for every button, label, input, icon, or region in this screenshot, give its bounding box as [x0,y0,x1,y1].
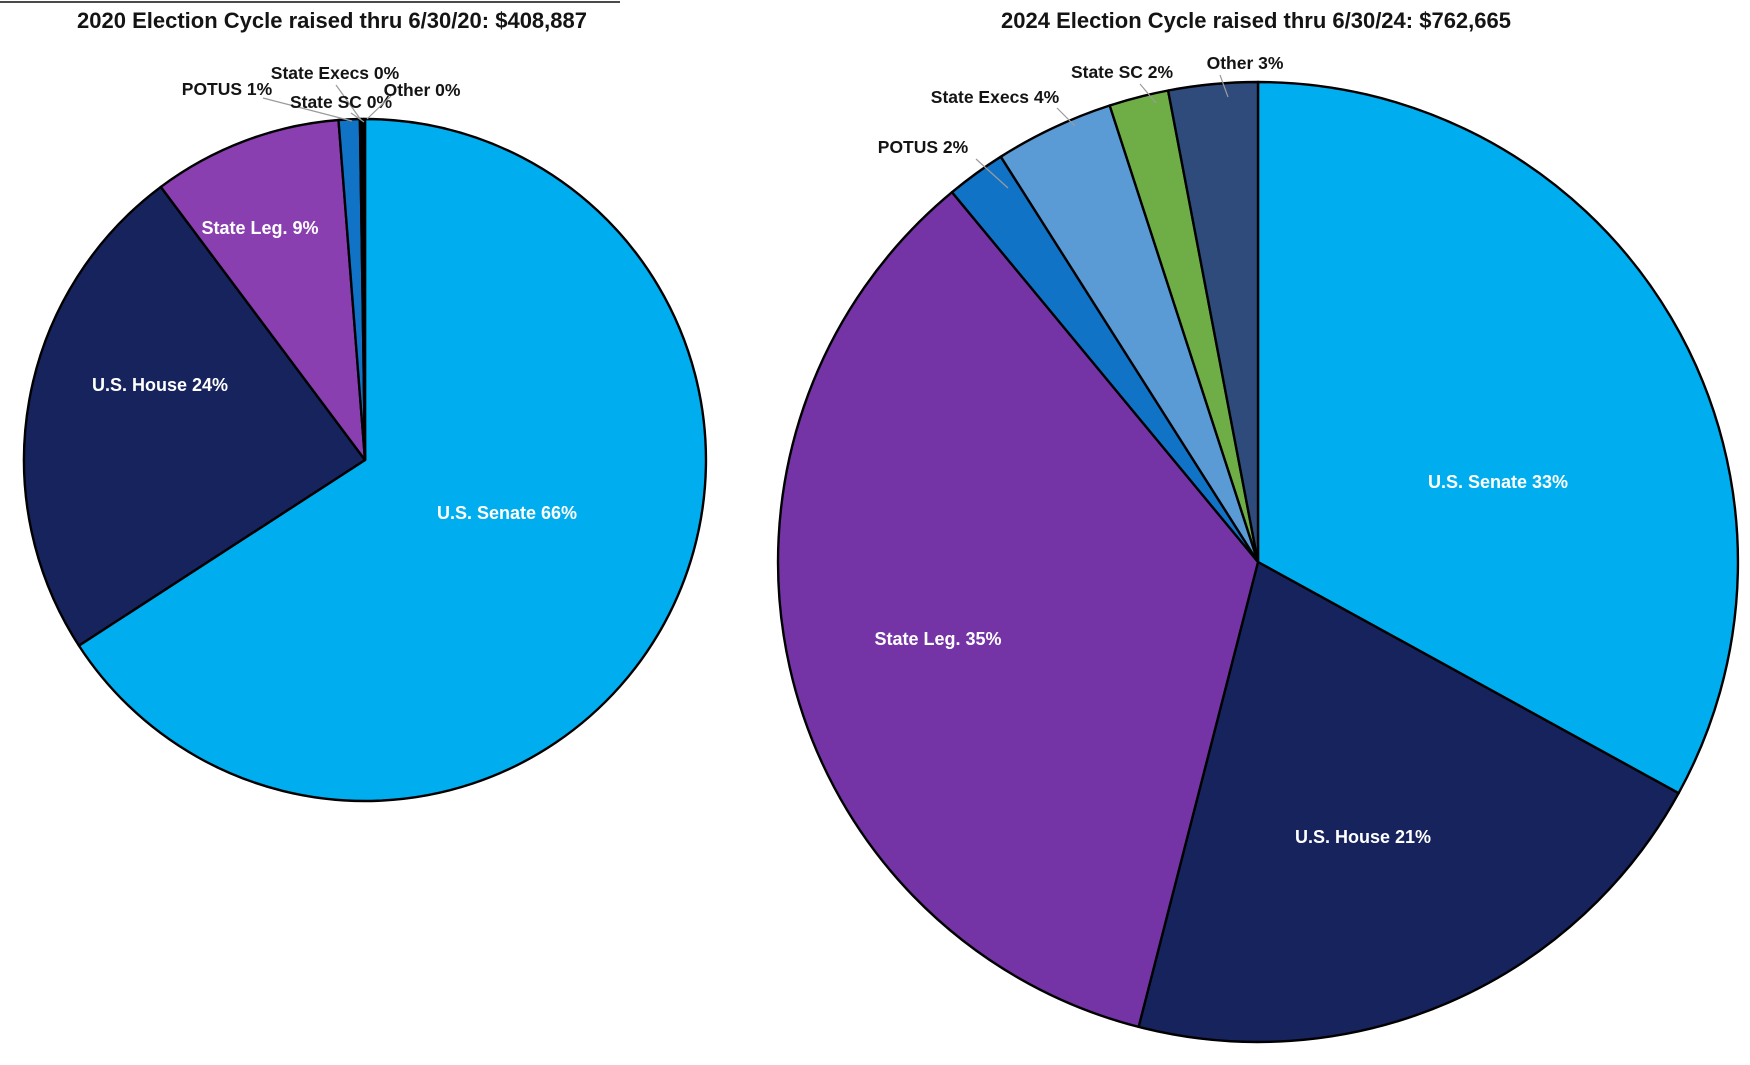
slice-label-us-senate: U.S. Senate 66% [437,503,577,523]
slice-label-state-leg: State Leg. 35% [874,629,1001,649]
slice-label-us-house: U.S. House 24% [92,375,228,395]
pie-2020: U.S. Senate 66% U.S. House 24% State Leg. … [22,63,708,803]
pie-slice-us-house [1137,560,1680,1044]
slice-label-other: Other 0% [384,80,461,100]
pie-slice-us-senate [77,117,708,803]
slice-label-state-sc: State SC 0% [290,92,393,112]
right-chart-title: 2024 Election Cycle raised thru 6/30/24:… [1001,8,1511,33]
pie-2024: U.S. Senate 33% U.S. House 21% State Leg. … [776,53,1740,1044]
pie-slice-us-senate [1256,80,1740,795]
leader-line-other [366,95,392,120]
slice-label-potus: POTUS 2% [878,137,969,157]
pie-slice-other [362,117,367,462]
slice-label-us-house: U.S. House 21% [1295,827,1431,847]
leader-line-potus [975,158,1009,189]
slice-label-state-leg: State Leg. 9% [201,218,318,238]
slice-label-state-execs: State Execs 0% [271,63,400,83]
leader-line-other [1219,74,1229,98]
left-chart-title: 2020 Election Cycle raised thru 6/30/20:… [77,8,587,33]
pie-slice-state-leg [776,191,1260,1029]
pie-slice-us-house [22,185,367,647]
leader-line-state-sc [350,112,365,123]
slice-label-state-execs: State Execs 4% [931,87,1060,107]
pie-slice-state-leg [159,118,367,462]
pie-slice-other [1166,80,1260,564]
slice-label-us-senate: U.S. Senate 33% [1428,472,1568,492]
slice-label-other: Other 3% [1207,53,1284,73]
leader-line-state-execs [335,84,362,121]
leader-line-state-sc [1139,83,1157,104]
leader-line-state-execs [1056,107,1076,127]
slice-label-potus: POTUS 1% [182,79,273,99]
top-border-line [0,1,620,3]
slice-label-state-sc: State SC 2% [1071,62,1174,82]
leader-line-potus [262,97,353,122]
